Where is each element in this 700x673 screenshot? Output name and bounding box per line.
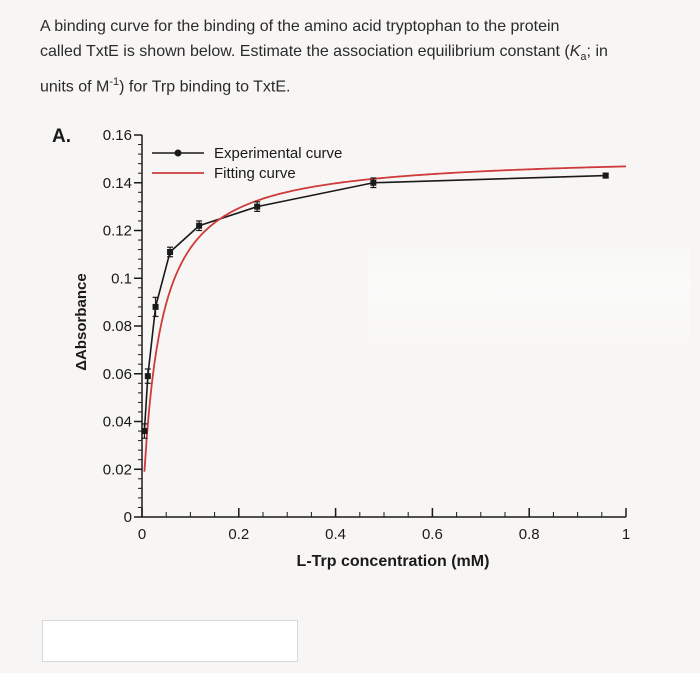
x-tick-label: 0.4	[325, 526, 346, 543]
data-marker	[254, 203, 261, 210]
y-tick-label: 0.04	[103, 414, 132, 431]
chart-canvas: A. 00.020.040.060.080.10.120.140.160 0.2 0…	[52, 126, 630, 570]
y-tick-label: 0.16	[103, 127, 132, 144]
data-marker	[167, 248, 174, 255]
data-marker	[144, 373, 151, 380]
data-point	[196, 220, 203, 232]
panel-label: A.	[52, 126, 71, 147]
fitting-curve-line	[143, 165, 627, 472]
question-line-1: A binding curve for the binding of the a…	[40, 18, 560, 35]
data-marker	[141, 428, 148, 435]
data-marker	[152, 303, 159, 310]
x-tick-label: 0.6	[422, 526, 443, 543]
y-tick-label: 0.14	[103, 175, 132, 192]
ka-subscript: a	[580, 51, 587, 64]
data-point	[144, 368, 151, 384]
legend-experimental-label: Experimental curve	[214, 145, 342, 162]
data-point	[141, 423, 148, 439]
y-tick-label: 0.08	[103, 318, 132, 335]
question-line-2-b: ; in	[586, 43, 608, 60]
y-tick-label: 0.02	[103, 461, 132, 478]
data-point	[152, 296, 159, 318]
question-line-3-b: ) for Trp binding to TxtE.	[119, 78, 291, 96]
question-line-2: called TxtE is shown below. Estimate the…	[40, 39, 680, 70]
data-marker	[602, 172, 609, 179]
data-marker	[196, 222, 203, 229]
data-point	[254, 201, 261, 213]
curve-layer	[143, 165, 627, 472]
question-line-2-a: called TxtE is shown below. Estimate the…	[40, 43, 570, 60]
legend-fitting-label: Fitting curve	[214, 165, 296, 182]
binding-curve-chart: A. 0 0.02 0.04 0.06 0.08 0.1 0.12 0.14 0.16 0 0.2 0…	[30, 112, 690, 592]
chart-axes: 0 0.02 0.04 0.06 0.08 0.1 0.12 0.14 0.16 0 0.2 0.4 0…	[103, 127, 630, 543]
y-tick-label: 0.1	[111, 270, 132, 287]
data-point	[167, 246, 174, 258]
points-layer	[141, 172, 609, 439]
data-marker	[370, 179, 377, 186]
x-axis-label: L-Trp concentration (mM)	[297, 553, 490, 570]
x-tick-label: 0.2	[228, 526, 249, 543]
answer-input[interactable]	[42, 620, 298, 662]
question-line-3: units of M-1) for Trp binding to TxtE.	[40, 70, 680, 99]
y-tick-label: 0.12	[103, 223, 132, 240]
x-tick-label: 1	[622, 526, 630, 543]
y-axis-label: ΔAbsorbance	[73, 273, 90, 370]
question-line-3-a: units of M	[40, 78, 110, 96]
y-tick-label: 0.06	[103, 366, 132, 383]
data-point	[370, 177, 377, 189]
chart-legend: Experimental curve Fitting curve	[152, 145, 342, 182]
legend-experimental-marker	[174, 149, 182, 157]
y-tick-label: 0	[124, 509, 132, 526]
ka-symbol: K	[569, 43, 581, 60]
x-tick-label: 0	[138, 526, 146, 543]
question-text: A binding curve for the binding of the a…	[40, 14, 680, 100]
x-tick-label: 0.8	[519, 526, 540, 543]
data-point	[602, 172, 609, 179]
experimental-curve-line	[143, 174, 606, 432]
unit-superscript: -1	[109, 76, 120, 89]
